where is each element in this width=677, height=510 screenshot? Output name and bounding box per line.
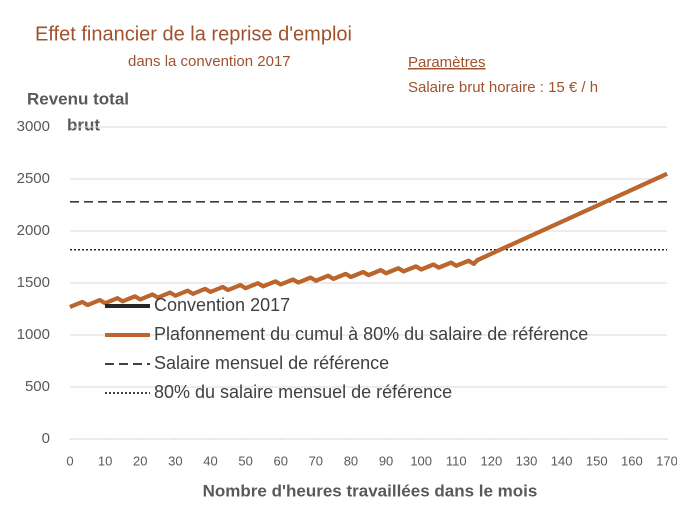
legend-label: Plafonnement du cumul à 80% du salaire d… xyxy=(154,324,588,344)
x-tick-label: 70 xyxy=(309,453,323,468)
y-tick-label: 0 xyxy=(42,430,50,447)
x-tick-label: 0 xyxy=(66,453,73,468)
x-tick-label: 140 xyxy=(551,453,573,468)
x-tick-label: 170 xyxy=(656,453,677,468)
x-axis-label: Nombre d'heures travaillées dans le mois xyxy=(203,481,538,500)
x-tick-label: 40 xyxy=(203,453,217,468)
x-tick-label: 50 xyxy=(238,453,252,468)
y-tick-label: 1000 xyxy=(17,326,50,343)
annotation: Paramètres xyxy=(408,54,486,71)
chart-subtitle: dans la convention 2017 xyxy=(128,53,291,70)
x-tick-label: 100 xyxy=(410,453,432,468)
y-tick-label: 500 xyxy=(25,378,50,395)
annotation: Salaire brut horaire : 15 € / h xyxy=(408,79,598,96)
x-tick-label: 160 xyxy=(621,453,643,468)
legend-label: Convention 2017 xyxy=(154,295,290,315)
y-tick-label: 3000 xyxy=(17,118,50,135)
x-tick-label: 60 xyxy=(273,453,287,468)
chart-title: Effet financier de la reprise d'emploi xyxy=(35,23,352,45)
legend-label: 80% du salaire mensuel de référence xyxy=(154,382,452,402)
y-tick-label: 2500 xyxy=(17,170,50,187)
x-tick-label: 30 xyxy=(168,453,182,468)
x-tick-label: 20 xyxy=(133,453,147,468)
x-tick-label: 10 xyxy=(98,453,112,468)
x-tick-label: 130 xyxy=(516,453,538,468)
x-tick-label: 80 xyxy=(344,453,358,468)
y-tick-label: 2000 xyxy=(17,222,50,239)
x-tick-label: 120 xyxy=(481,453,503,468)
x-tick-label: 150 xyxy=(586,453,608,468)
y-axis-label: brut xyxy=(67,115,100,134)
legend-label: Salaire mensuel de référence xyxy=(154,353,389,373)
y-tick-label: 1500 xyxy=(17,274,50,291)
x-tick-label: 110 xyxy=(446,453,467,468)
x-tick-label: 90 xyxy=(379,453,393,468)
line-series xyxy=(69,171,668,309)
y-axis-label: Revenu total xyxy=(27,89,129,108)
